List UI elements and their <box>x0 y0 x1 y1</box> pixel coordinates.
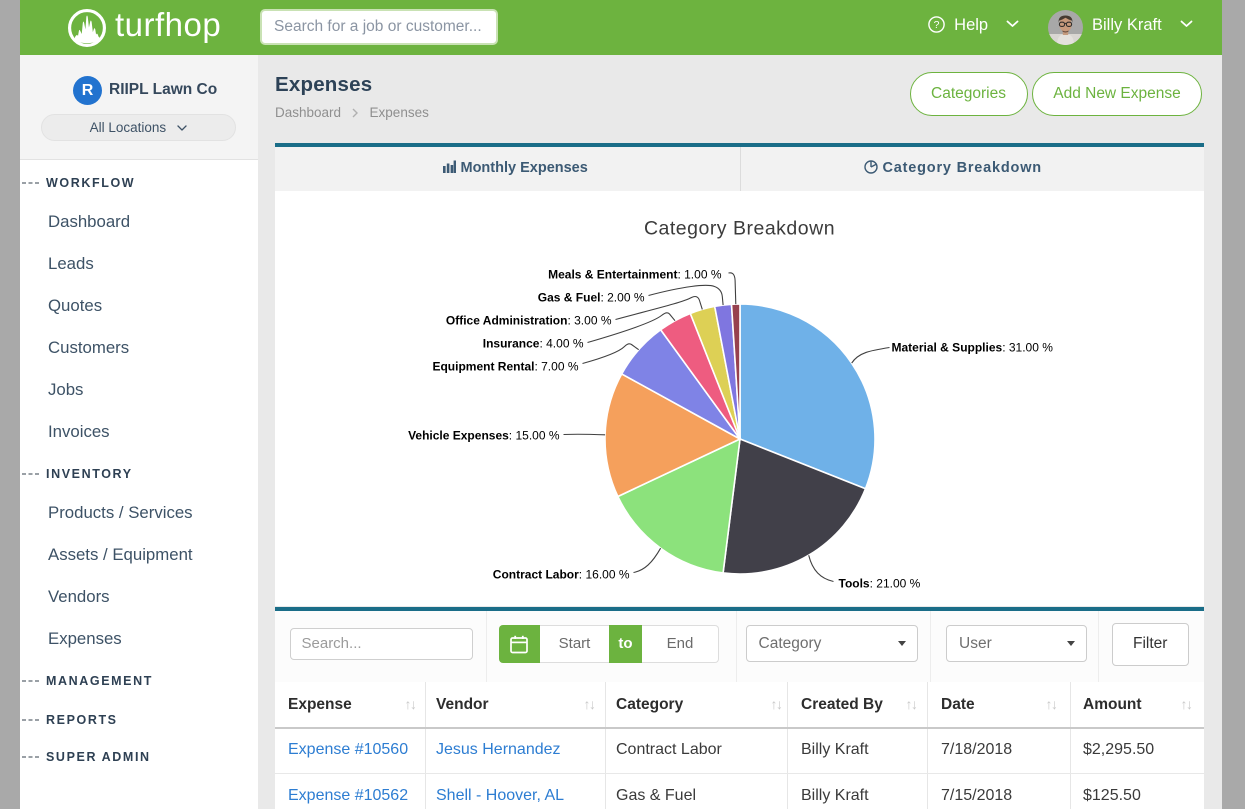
svg-text:Vehicle Expenses: 15.00 %: Vehicle Expenses: 15.00 % <box>408 428 560 442</box>
svg-text:Category Breakdown: Category Breakdown <box>643 217 834 239</box>
svg-text:Tools: 21.00 %: Tools: 21.00 % <box>838 576 920 590</box>
svg-text:?: ? <box>934 19 940 31</box>
svg-text:Office Administration: 3.00 %: Office Administration: 3.00 % <box>445 313 611 327</box>
svg-text:Material & Supplies: 31.00 %: Material & Supplies: 31.00 % <box>891 340 1053 354</box>
svg-text:Gas & Fuel: 2.00 %: Gas & Fuel: 2.00 % <box>537 290 644 304</box>
svg-text:Contract Labor: 16.00 %: Contract Labor: 16.00 % <box>492 567 629 581</box>
svg-text:Meals & Entertainment: 1.00 %: Meals & Entertainment: 1.00 % <box>548 267 722 281</box>
svg-text:Insurance: 4.00 %: Insurance: 4.00 % <box>482 336 583 350</box>
svg-text:Equipment Rental: 7.00 %: Equipment Rental: 7.00 % <box>432 359 578 373</box>
